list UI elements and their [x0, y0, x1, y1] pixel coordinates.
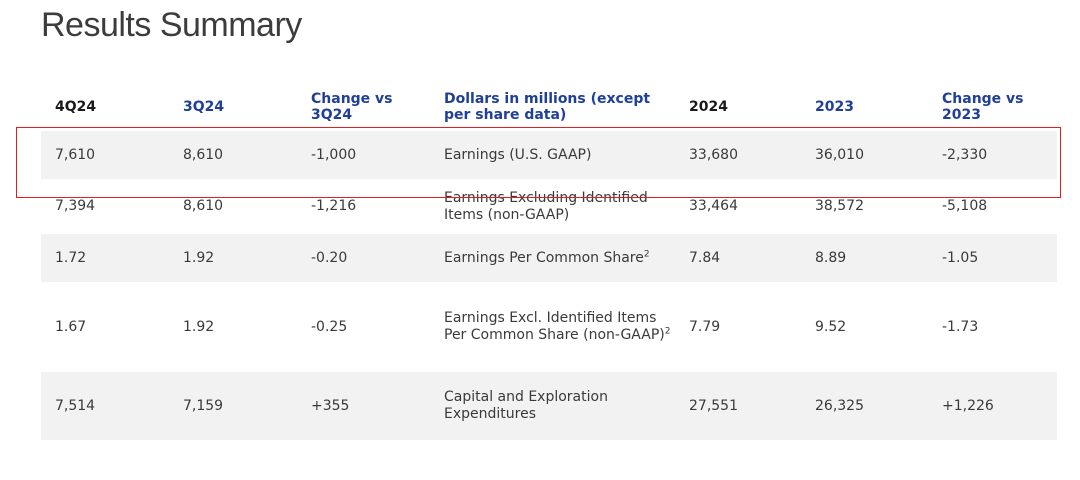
cell-metric: Earnings (U.S. GAAP): [430, 131, 675, 179]
cell-2024: 7.84: [675, 234, 801, 282]
cell-change-vs-2023: -2,330: [928, 131, 1057, 179]
metric-label: Earnings Excl. Identified Items Per Comm…: [444, 310, 665, 343]
cell-metric: Capital and Exploration Expenditures: [430, 372, 675, 440]
table-row: 1.67 1.92 -0.25 Earnings Excl. Identifie…: [41, 282, 1057, 372]
cell-2023: 26,325: [801, 372, 928, 440]
table-header-row: 4Q24 3Q24 Change vs 3Q24 Dollars in mill…: [41, 83, 1057, 131]
cell-2024: 33,680: [675, 131, 801, 179]
cell-metric: Earnings Excluding Identified Items (non…: [430, 179, 675, 234]
col-header-change-vs-3q24[interactable]: Change vs 3Q24: [311, 91, 393, 123]
footnote-marker: 2: [643, 248, 650, 259]
cell-change-vs-3q24: -0.20: [297, 234, 430, 282]
cell-4q24: 7,394: [55, 198, 96, 214]
cell-2023: 36,010: [801, 131, 928, 179]
cell-change-vs-2023: -1.05: [928, 234, 1057, 282]
cell-2023: 38,572: [815, 198, 864, 214]
cell-4q24: 1.67: [55, 318, 87, 335]
cell-4q24: 7,514: [41, 372, 169, 440]
col-header-4q24: 4Q24: [55, 99, 97, 115]
col-header-2023[interactable]: 2023: [815, 99, 854, 115]
cell-change-vs-3q24: -1,216: [311, 198, 357, 214]
cell-change-vs-2023: -5,108: [942, 198, 988, 214]
cell-2023: 9.52: [815, 318, 847, 335]
cell-3q24: 1.92: [183, 318, 215, 335]
cell-3q24: 8,610: [169, 131, 297, 179]
cell-4q24: 1.72: [41, 234, 169, 282]
cell-2024: 7.79: [689, 318, 721, 335]
cell-change-vs-2023: -1.73: [942, 318, 979, 335]
cell-4q24: 7,610: [41, 131, 169, 179]
table-row: 7,514 7,159 +355 Capital and Exploration…: [41, 372, 1057, 440]
cell-change-vs-3q24: -1,000: [297, 131, 430, 179]
col-header-2024: 2024: [689, 99, 728, 115]
table-row: 7,610 8,610 -1,000 Earnings (U.S. GAAP) …: [41, 131, 1057, 179]
metric-label: Capital and Exploration Expenditures: [444, 389, 608, 422]
cell-2024: 27,551: [675, 372, 801, 440]
table-row: 7,394 8,610 -1,216 Earnings Excluding Id…: [41, 179, 1057, 234]
cell-3q24: 8,610: [183, 198, 224, 214]
cell-3q24: 1.92: [169, 234, 297, 282]
col-header-metric[interactable]: Dollars in millions (except per share da…: [444, 91, 651, 123]
metric-label: Earnings Excluding Identified Items (non…: [444, 189, 648, 223]
cell-change-vs-3q24: +355: [297, 372, 430, 440]
cell-change-vs-2023: +1,226: [928, 372, 1057, 440]
footnote-marker: 2: [664, 326, 671, 337]
cell-metric: Earnings Per Common Share2: [430, 234, 675, 282]
cell-metric: Earnings Excl. Identified Items Per Comm…: [430, 282, 675, 372]
cell-2023: 8.89: [801, 234, 928, 282]
table-row: 1.72 1.92 -0.20 Earnings Per Common Shar…: [41, 234, 1057, 282]
col-header-change-vs-2023[interactable]: Change vs 2023: [942, 91, 1024, 123]
page-title: Results Summary: [41, 6, 302, 44]
col-header-3q24[interactable]: 3Q24: [183, 99, 225, 115]
metric-label: Earnings Per Common Share: [444, 249, 644, 266]
cell-2024: 33,464: [689, 198, 738, 214]
cell-change-vs-3q24: -0.25: [311, 318, 348, 335]
metric-label: Earnings (U.S. GAAP): [444, 146, 592, 163]
cell-3q24: 7,159: [169, 372, 297, 440]
results-table: 4Q24 3Q24 Change vs 3Q24 Dollars in mill…: [41, 83, 1057, 440]
